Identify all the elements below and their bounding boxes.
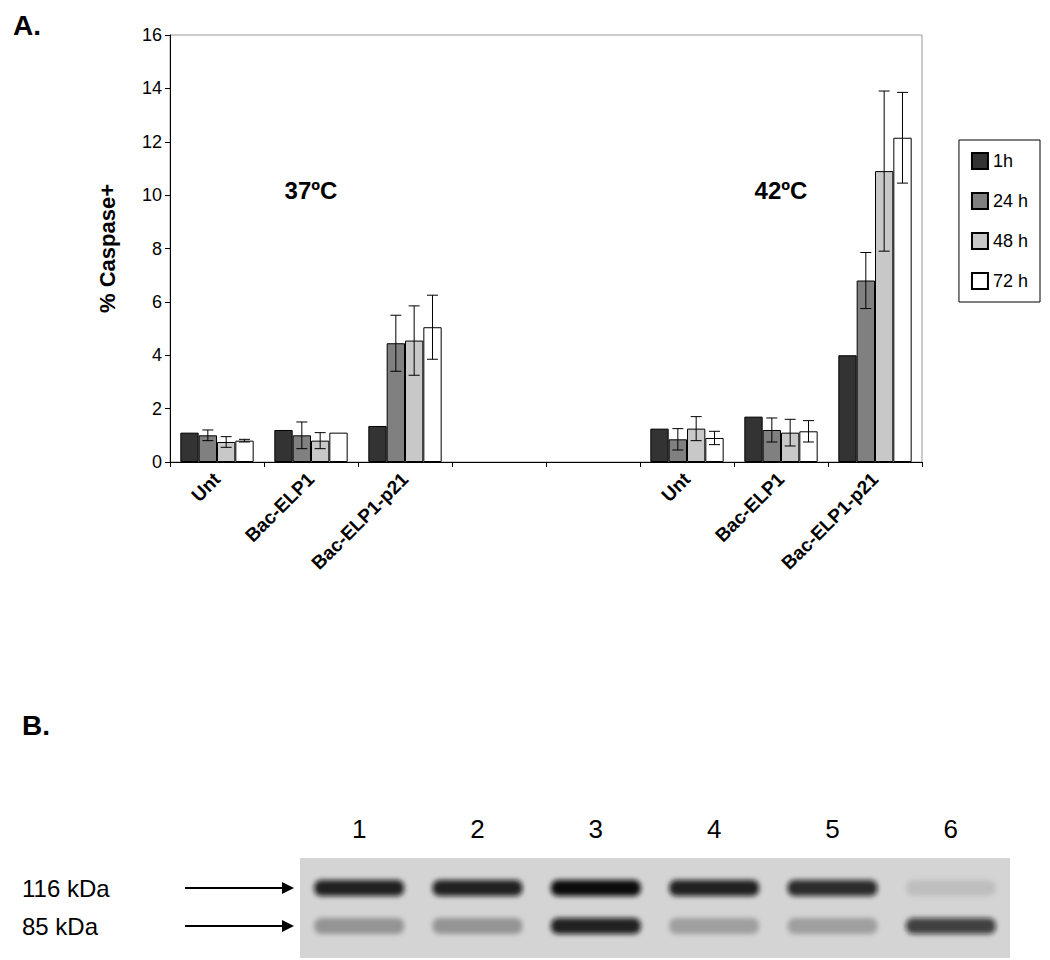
svg-text:116 kDa: 116 kDa — [22, 875, 110, 902]
svg-text:3: 3 — [589, 814, 603, 844]
svg-text:14: 14 — [142, 78, 162, 98]
svg-text:48 h: 48 h — [993, 231, 1028, 251]
svg-text:24 h: 24 h — [993, 191, 1028, 211]
svg-text:10: 10 — [142, 185, 162, 205]
svg-text:6: 6 — [944, 814, 958, 844]
svg-text:5: 5 — [825, 814, 839, 844]
svg-text:1h: 1h — [993, 151, 1013, 171]
svg-text:8: 8 — [152, 239, 162, 259]
svg-text:% Caspase+: % Caspase+ — [95, 184, 120, 313]
svg-text:1: 1 — [352, 814, 366, 844]
svg-text:Unt: Unt — [657, 468, 695, 506]
svg-text:16: 16 — [142, 25, 162, 45]
svg-text:Bac-ELP1-p21: Bac-ELP1-p21 — [307, 468, 412, 573]
svg-text:37ºC: 37ºC — [285, 177, 338, 204]
svg-text:A.: A. — [13, 10, 41, 41]
svg-text:4: 4 — [152, 345, 162, 365]
svg-text:2: 2 — [470, 814, 484, 844]
svg-text:0: 0 — [152, 452, 162, 472]
svg-text:Bac-ELP1: Bac-ELP1 — [241, 468, 319, 546]
svg-text:4: 4 — [707, 814, 721, 844]
svg-text:Bac-ELP1-p21: Bac-ELP1-p21 — [777, 468, 882, 573]
svg-text:42ºC: 42ºC — [755, 177, 808, 204]
svg-text:85 kDa: 85 kDa — [22, 913, 99, 940]
svg-text:B.: B. — [22, 710, 50, 741]
svg-text:72 h: 72 h — [993, 271, 1028, 291]
svg-text:2: 2 — [152, 399, 162, 419]
svg-text:Bac-ELP1: Bac-ELP1 — [711, 468, 789, 546]
svg-text:12: 12 — [142, 132, 162, 152]
svg-text:Unt: Unt — [187, 468, 225, 506]
svg-text:6: 6 — [152, 292, 162, 312]
